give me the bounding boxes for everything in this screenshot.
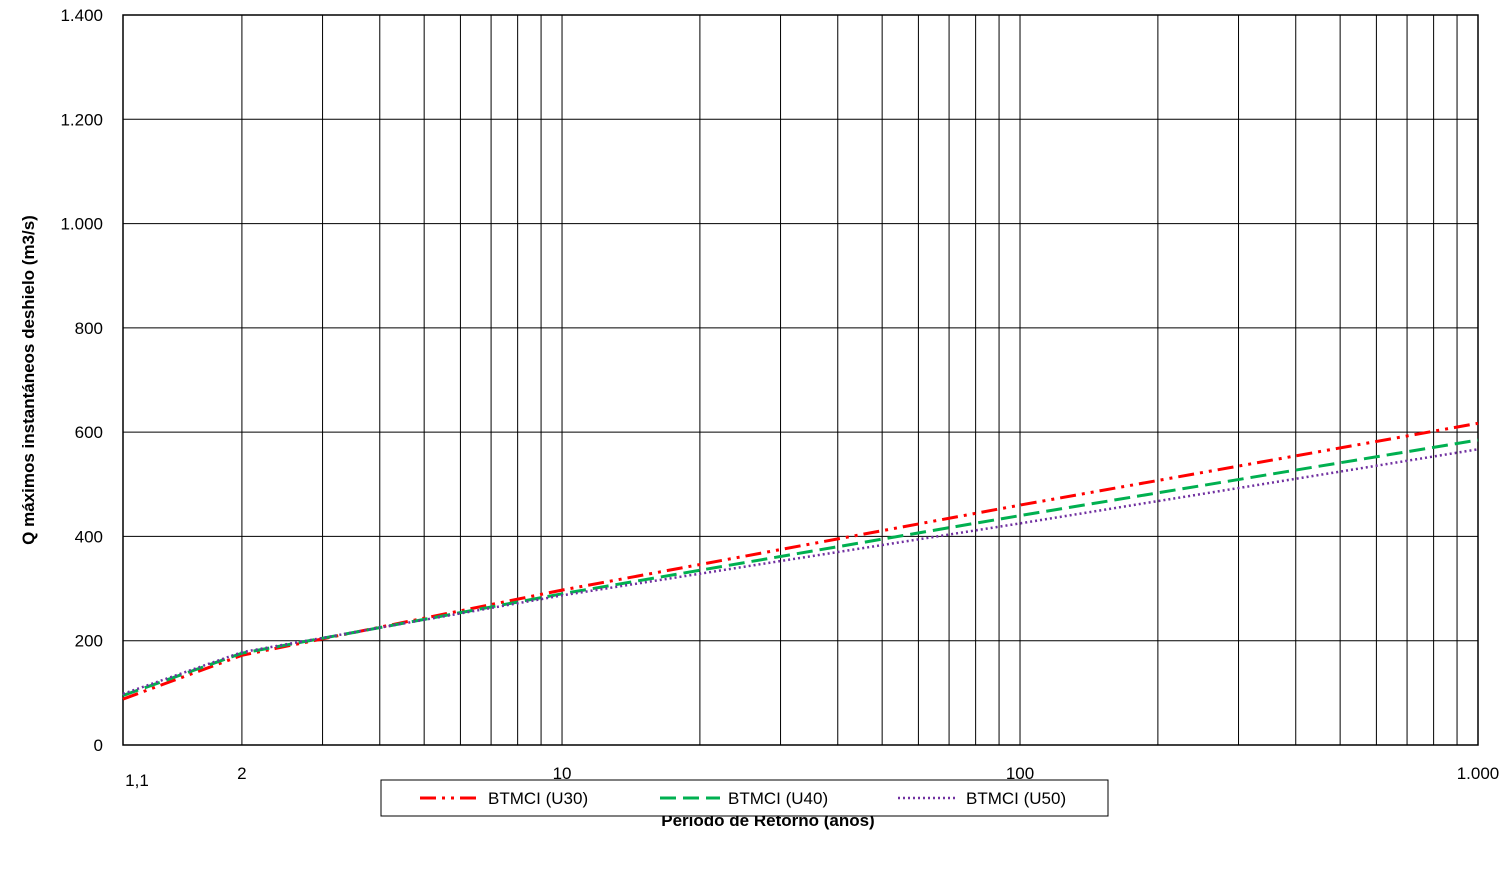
y-tick-label: 600 (75, 423, 103, 442)
x-tick-label: 2 (237, 764, 246, 783)
x-tick-label: 100 (1006, 764, 1034, 783)
legend-box (380, 779, 1109, 817)
y-tick-label: 1.000 (60, 215, 103, 234)
x-tick-label: 1.000 (1457, 764, 1500, 783)
y-tick-label: 1.400 (60, 6, 103, 25)
series-line (122, 448, 1479, 696)
x-tick-label: 1,1 (125, 771, 149, 790)
legend-label: BTMCI (U30) (488, 789, 588, 808)
x-tick-label: 10 (553, 764, 572, 783)
plot-area (122, 14, 1479, 746)
series-line (122, 421, 1479, 701)
legend-label: BTMCI (U40) (728, 789, 828, 808)
y-axis-title: Q máximos instantáneos deshielo (m3/s) (19, 215, 38, 545)
legend-label: BTMCI (U50) (966, 789, 1066, 808)
x-axis-tick-labels: 1,1 2 10 100 1.000 (125, 764, 1499, 790)
series-line (122, 438, 1479, 697)
y-tick-label: 0 (94, 736, 103, 755)
series-lines (122, 421, 1479, 701)
y-tick-label: 1.200 (60, 110, 103, 129)
y-tick-label: 400 (75, 527, 103, 546)
legend: BTMCI (U30) BTMCI (U40) BTMCI (U50) (380, 779, 1109, 817)
grid (123, 15, 1478, 745)
y-axis-tick-labels: 0 200 400 600 800 1.000 1.200 1.400 (60, 6, 103, 755)
y-tick-label: 800 (75, 319, 103, 338)
y-tick-label: 200 (75, 632, 103, 651)
